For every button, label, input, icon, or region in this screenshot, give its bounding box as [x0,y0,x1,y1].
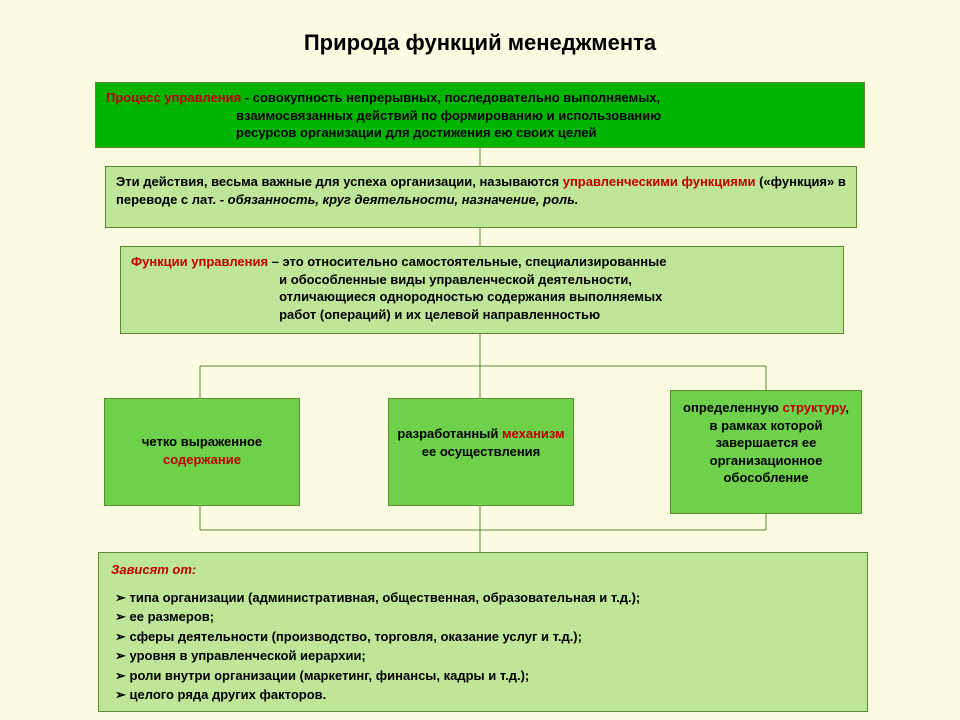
text-run: работ (операций) и их целевой направленн… [131,307,600,322]
text-run: взаимосвязанных действий по формированию… [106,108,661,123]
depends-header: Зависят от: [111,561,855,579]
text-run: - совокупность непрерывных, последовател… [241,90,660,105]
text-run: ресурсов организации для достижения ею с… [106,125,596,140]
text-run: Эти действия, весьма важные для успеха о… [116,174,563,189]
depends-item: типа организации (административная, обще… [115,589,855,607]
box-structure: определенную структуру, в рамках которой… [670,390,862,514]
box-functions: Функции управления – это относительно са… [120,246,844,334]
box-mechanism: разработанный механизм ее осуществления [388,398,574,506]
text-run: содержание [163,452,241,467]
diagram-title: Природа функций менеджмента [0,30,960,56]
depends-list: типа организации (административная, обще… [111,589,855,704]
text-run: структуру [782,400,845,415]
text-run: четко выраженное [142,434,266,449]
depends-item: ее размеров; [115,608,855,626]
text-run: разработанный [397,426,502,441]
text-run: управленческими функциями [563,174,756,189]
box-process: Процесс управления - совокупность непрер… [95,82,865,148]
text-run: – это относительно самостоятельные, спец… [268,254,666,269]
box-depends: Зависят от: типа организации (администрат… [98,552,868,712]
text-run: обязанность, круг деятельности, назначен… [228,192,579,207]
text-run: и обособленные виды управленческой деяте… [131,272,632,287]
text-run: Процесс управления [106,90,241,105]
depends-item: сферы деятельности (производство, торгов… [115,628,855,646]
box-content: четко выраженное содержание [104,398,300,506]
depends-item: роли внутри организации (маркетинг, фина… [115,667,855,685]
depends-item: целого ряда других факторов. [115,686,855,704]
text-run: определенную [683,400,782,415]
box-actions: Эти действия, весьма важные для успеха о… [105,166,857,228]
text-run: механизм [502,426,565,441]
depends-item: уровня в управленческой иерархии; [115,647,855,665]
text-run: отличающиеся однородностью содержания вы… [131,289,662,304]
text-run: Функции управления [131,254,268,269]
